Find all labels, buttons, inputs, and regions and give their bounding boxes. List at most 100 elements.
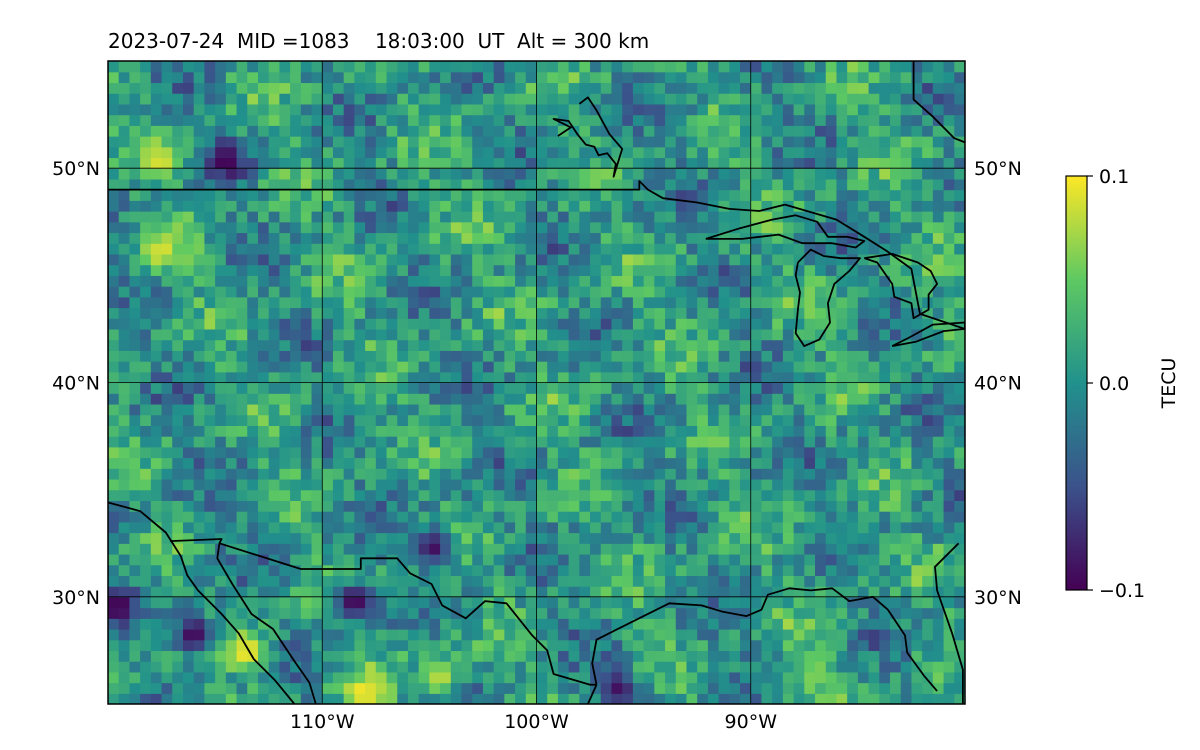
tec-cell (547, 628, 559, 641)
tec-cell (740, 478, 752, 491)
tec-cell (729, 586, 741, 598)
tec-cell (279, 468, 291, 480)
tec-cell (504, 596, 516, 609)
tec-cell (182, 564, 195, 576)
tec-cell (204, 671, 216, 684)
tec-cell (536, 286, 548, 298)
tec-cell (279, 125, 291, 137)
tec-cell (740, 339, 752, 351)
tec-cell (900, 168, 913, 180)
tec-cell (536, 671, 548, 684)
tec-cell (108, 489, 120, 501)
tec-cell (118, 393, 131, 405)
tec-cell (236, 178, 248, 191)
tec-cell (697, 371, 709, 384)
tec-cell (654, 446, 666, 459)
tec-cell (311, 221, 323, 234)
tec-cell (654, 575, 666, 587)
tec-cell (493, 103, 505, 116)
tec-cell (632, 682, 645, 694)
tec-cell (279, 146, 291, 159)
tec-cell (900, 221, 913, 234)
tec-cell (793, 221, 805, 234)
tec-cell (365, 61, 377, 73)
tec-cell (890, 586, 902, 598)
tec-cell (750, 682, 763, 694)
tec-cell (600, 253, 613, 266)
tec-cell (129, 243, 141, 255)
tec-cell (440, 232, 452, 244)
tec-cell (782, 243, 795, 255)
tec-cell (108, 607, 120, 619)
tec-cell (729, 639, 741, 652)
tec-cell (140, 478, 152, 491)
tec-cell (900, 693, 913, 704)
tec-cell (632, 446, 645, 459)
tec-cell (622, 521, 634, 534)
tec-cell (161, 393, 173, 405)
tec-cell (257, 103, 270, 116)
tec-cell (472, 328, 484, 341)
tec-cell (825, 264, 838, 276)
tec-cell (750, 189, 763, 201)
tec-cell (461, 157, 473, 169)
tec-cell (536, 489, 548, 501)
tec-cell (761, 296, 773, 309)
tec-cell (247, 103, 259, 116)
tec-cell (354, 275, 366, 287)
tec-cell (665, 403, 677, 416)
tec-cell (922, 693, 934, 704)
tec-cell (836, 393, 848, 405)
tec-cell (547, 211, 559, 223)
tec-cell (311, 425, 323, 437)
tec-cell (643, 661, 655, 673)
tec-cell (932, 307, 945, 319)
tec-cell (257, 339, 270, 351)
tec-cell (290, 264, 302, 276)
tec-cell (311, 189, 323, 201)
tec-cell (172, 243, 184, 255)
tec-cell (108, 157, 120, 169)
tec-cell (225, 671, 238, 684)
tec-cell (568, 221, 580, 234)
tec-cell (429, 286, 441, 298)
tec-cell (890, 114, 902, 126)
tec-cell (193, 425, 206, 437)
tec-cell (407, 457, 420, 469)
tec-cell (161, 221, 173, 234)
tec-cell (482, 661, 495, 673)
tec-cell (600, 125, 613, 137)
tec-cell (215, 286, 227, 298)
tec-cell (729, 393, 741, 405)
tec-cell (729, 371, 741, 384)
tec-cell (290, 586, 302, 598)
tec-cell (547, 136, 559, 148)
tec-cell (172, 264, 184, 276)
tec-cell (108, 146, 120, 159)
tec-cell (482, 618, 495, 630)
tec-cell (740, 682, 752, 694)
tec-cell (450, 682, 463, 694)
tec-cell (525, 361, 538, 373)
tec-cell (225, 639, 238, 652)
tec-cell (375, 211, 388, 223)
tec-cell (622, 500, 634, 512)
tec-cell (793, 403, 805, 416)
tec-cell (675, 575, 688, 587)
tec-cell (847, 564, 859, 576)
tec-cell (493, 532, 505, 544)
tec-cell (697, 500, 709, 512)
tec-cell (418, 157, 430, 169)
tec-cell (461, 436, 473, 448)
tec-cell (354, 114, 366, 126)
tec-cell (343, 543, 355, 555)
tec-cell (836, 618, 848, 630)
tec-cell (418, 564, 430, 576)
tec-cell (622, 436, 634, 448)
tec-cell (322, 243, 334, 255)
tec-cell (343, 446, 355, 459)
tec-cell (686, 371, 698, 384)
tec-cell (429, 178, 441, 191)
tec-cell (911, 232, 923, 244)
tec-cell (557, 693, 570, 704)
